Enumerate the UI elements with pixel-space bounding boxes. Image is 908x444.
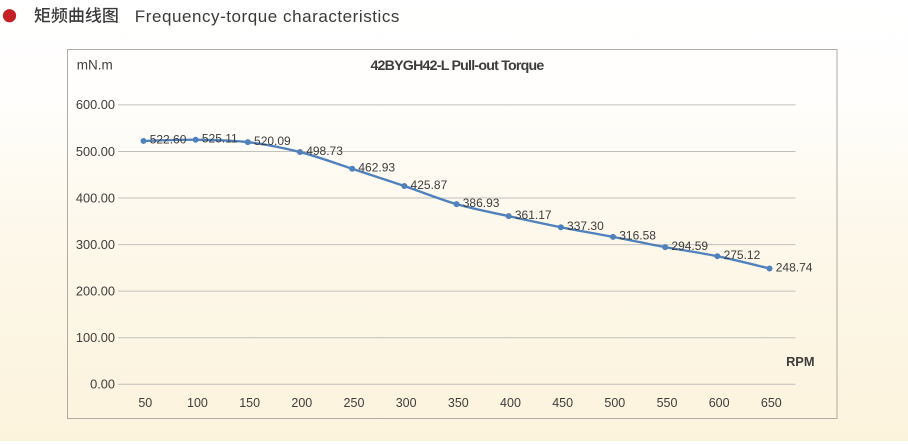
svg-text:498.73: 498.73 [306, 144, 343, 158]
svg-text:350: 350 [448, 396, 469, 410]
svg-text:550: 550 [657, 396, 678, 410]
svg-text:100.00: 100.00 [76, 330, 115, 345]
svg-text:386.93: 386.93 [463, 196, 500, 210]
svg-text:600.00: 600.00 [76, 97, 115, 112]
svg-text:Frequency-torque characteristi: Frequency-torque characteristics [135, 7, 400, 26]
svg-text:361.17: 361.17 [515, 208, 552, 222]
svg-text:400: 400 [500, 396, 521, 410]
svg-text:mN.m: mN.m [77, 58, 113, 73]
svg-text:337.30: 337.30 [567, 219, 604, 233]
svg-text:300.00: 300.00 [76, 237, 115, 252]
svg-text:RPM: RPM [786, 354, 814, 369]
svg-text:42BYGH42-L Pull-out Torque: 42BYGH42-L Pull-out Torque [370, 58, 544, 74]
svg-text:0.00: 0.00 [90, 377, 115, 392]
svg-text:200.00: 200.00 [76, 283, 115, 298]
svg-text:600: 600 [709, 396, 730, 410]
svg-text:462.93: 462.93 [358, 161, 395, 175]
svg-text:650: 650 [761, 396, 782, 410]
svg-text:522.60: 522.60 [150, 133, 187, 147]
svg-text:250: 250 [344, 396, 365, 410]
svg-text:200: 200 [291, 396, 312, 410]
svg-text:425.87: 425.87 [411, 178, 448, 192]
svg-text:294.59: 294.59 [671, 239, 708, 253]
svg-text:400.00: 400.00 [76, 190, 115, 205]
svg-text:100: 100 [187, 396, 208, 410]
svg-text:500.00: 500.00 [76, 144, 115, 159]
svg-text:316.58: 316.58 [619, 229, 656, 243]
svg-text:520.09: 520.09 [254, 134, 291, 148]
svg-text:275.12: 275.12 [724, 248, 761, 262]
svg-text:248.74: 248.74 [776, 260, 813, 274]
svg-text:525.11: 525.11 [202, 132, 238, 146]
svg-text:500: 500 [604, 396, 625, 410]
svg-text:450: 450 [552, 396, 573, 410]
svg-text:150: 150 [239, 396, 260, 410]
svg-text:50: 50 [138, 396, 152, 410]
svg-text:300: 300 [396, 396, 417, 410]
